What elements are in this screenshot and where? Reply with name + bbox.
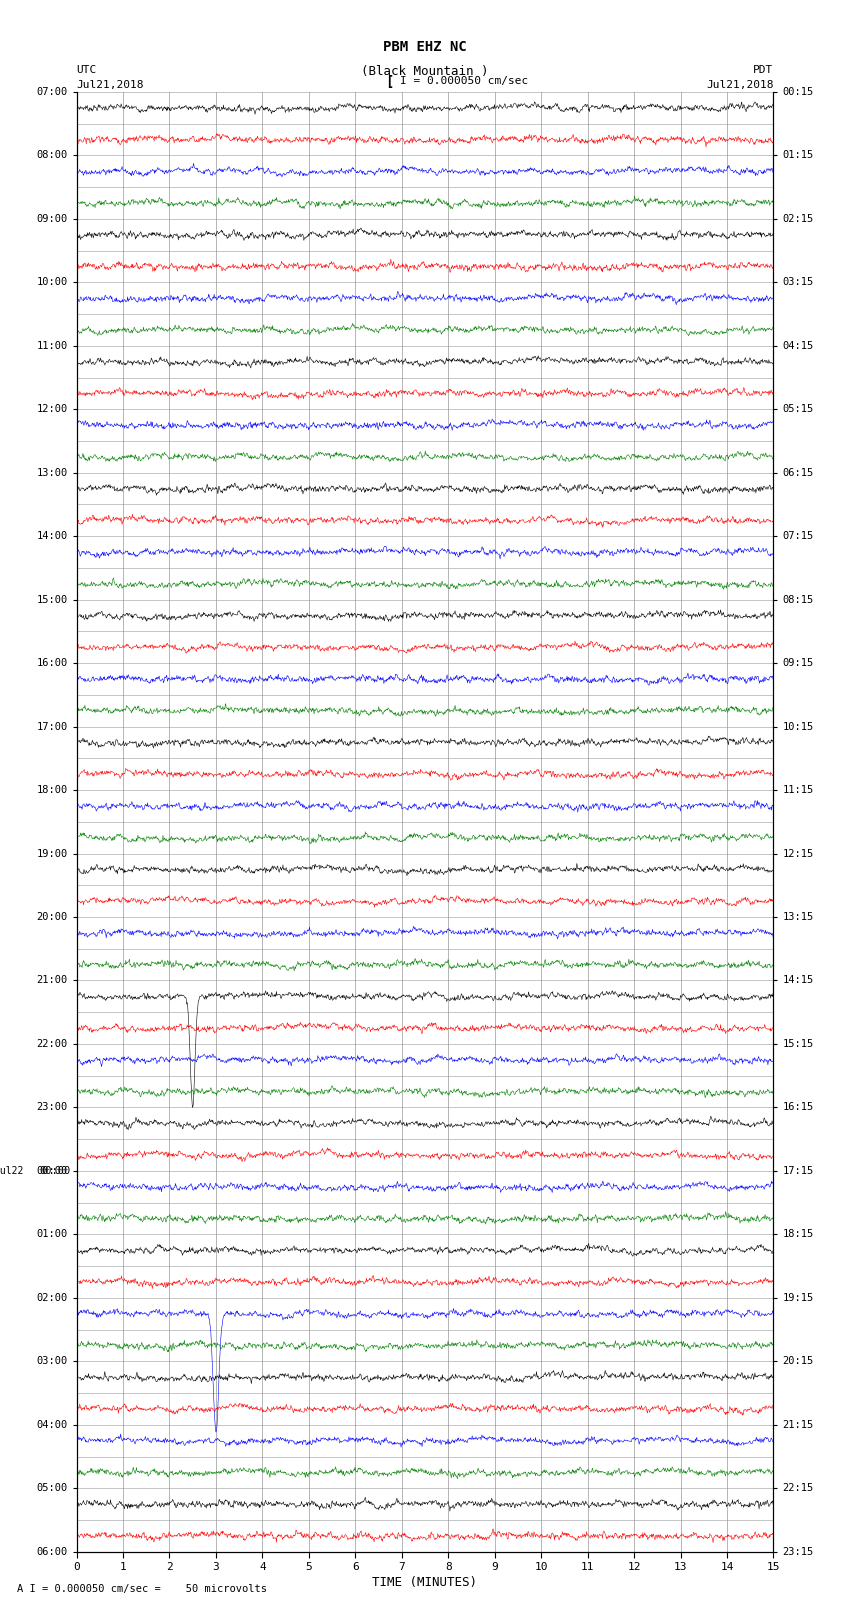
X-axis label: TIME (MINUTES): TIME (MINUTES) <box>372 1576 478 1589</box>
Text: (Black Mountain ): (Black Mountain ) <box>361 65 489 79</box>
Text: [: [ <box>385 76 394 89</box>
Text: PBM EHZ NC: PBM EHZ NC <box>383 40 467 53</box>
Text: PDT: PDT <box>753 65 774 76</box>
Text: UTC: UTC <box>76 65 97 76</box>
Text: 00:00: 00:00 <box>40 1166 71 1176</box>
Text: I = 0.000050 cm/sec: I = 0.000050 cm/sec <box>400 76 528 85</box>
Text: Jul21,2018: Jul21,2018 <box>76 79 144 90</box>
Text: A I = 0.000050 cm/sec =    50 microvolts: A I = 0.000050 cm/sec = 50 microvolts <box>17 1584 267 1594</box>
Text: Jul22: Jul22 <box>0 1166 24 1176</box>
Text: Jul21,2018: Jul21,2018 <box>706 79 774 90</box>
